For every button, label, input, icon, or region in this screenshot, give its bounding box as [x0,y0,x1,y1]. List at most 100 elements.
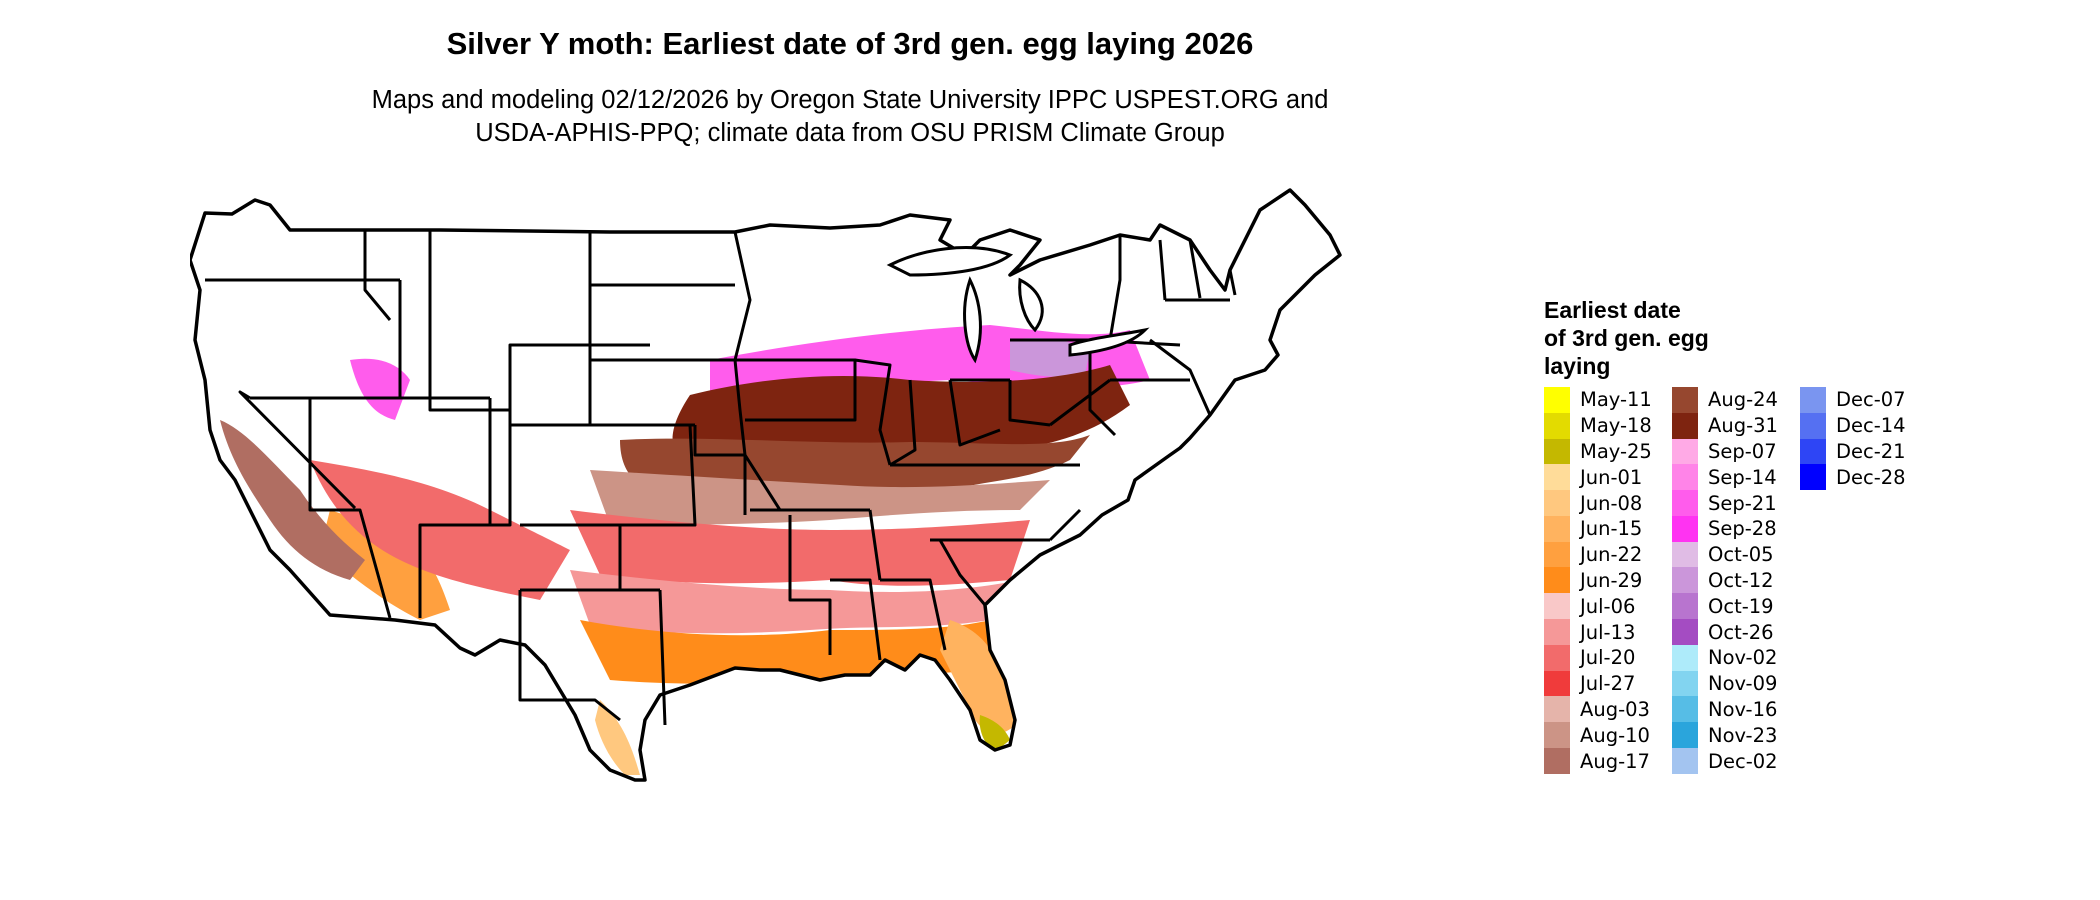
legend-swatch [1672,567,1698,594]
legend-label: Aug-17 [1580,749,1650,773]
legend-swatch [1672,670,1698,697]
legend-item: Aug-03 [1544,696,1652,723]
legend-item: Jul-27 [1544,670,1652,697]
legend-item: Oct-05 [1672,541,1778,568]
legend-swatch [1544,619,1570,646]
legend-title-line-1: Earliest date [1544,297,1681,323]
legend-label: Dec-14 [1836,414,1906,438]
legend-swatch [1672,722,1698,749]
legend-label: Sep-14 [1708,465,1777,489]
band-jul-light [570,570,1020,634]
legend-swatch [1672,541,1698,568]
legend-item: May-25 [1544,438,1652,465]
subtitle-line-2: USDA-APHIS-PPQ; climate data from OSU PR… [475,119,1225,147]
band-jul-gulf [570,510,1030,586]
legend-item: May-18 [1544,412,1652,439]
lake-huron [1018,277,1044,333]
legend-swatch [1672,412,1698,439]
state-borders [205,230,1237,726]
legend-item: Dec-28 [1800,464,1906,491]
legend-item: Jun-01 [1544,464,1652,491]
legend-label: Jun-29 [1580,568,1643,592]
legend-label: May-25 [1580,439,1652,463]
legend-title-line-3: laying [1544,353,1611,379]
legend-item: Sep-28 [1672,515,1778,542]
legend-swatch [1544,696,1570,723]
legend-label: Dec-07 [1836,388,1906,412]
legend-item: Dec-21 [1800,438,1906,465]
band-jun-arizona [320,510,450,620]
legend-label: Aug-31 [1708,414,1778,438]
legend-item: Jul-20 [1544,644,1652,671]
legend-swatch [1544,515,1570,542]
legend-item: Dec-02 [1672,748,1778,775]
legend-item: Aug-10 [1544,722,1652,749]
legend-swatch [1672,515,1698,542]
legend-column-2: Aug-24 Aug-31 Sep-07 Sep-14 Sep-21 Sep-28 Oct-… [1672,386,1778,775]
legend-swatch [1544,386,1570,413]
legend-label: May-18 [1580,414,1652,438]
legend-swatch [1672,490,1698,517]
lake-superior [886,246,1014,277]
map-title: Silver Y moth: Earliest date of 3rd gen.… [446,26,1254,61]
legend-item: Dec-14 [1800,412,1906,439]
legend-label: Jul-20 [1580,646,1636,670]
legend-item: Aug-24 [1672,386,1778,413]
legend-swatch [1672,644,1698,671]
band-jun-florida [940,620,1015,734]
legend-label: Jun-01 [1580,465,1643,489]
legend-item: Dec-07 [1800,386,1906,413]
legend-item: Aug-17 [1544,748,1652,775]
legend-swatch [1672,438,1698,465]
legend-label: May-11 [1580,388,1652,412]
us-outline [190,188,1342,782]
us-map [190,188,1342,782]
legend-item: Nov-02 [1672,644,1778,671]
legend-column-3: Dec-07 Dec-14 Dec-21 Dec-28 [1800,386,1906,491]
band-sep-utah [350,358,410,420]
legend-item: Sep-07 [1672,438,1778,465]
band-aug-california [220,420,365,580]
legend-swatch [1672,748,1698,775]
legend-item: Jun-15 [1544,515,1652,542]
phenology-raster [190,190,1340,780]
legend-label: Dec-21 [1836,439,1906,463]
lake-michigan [963,276,982,364]
legend-column-1: May-11 May-18 May-25 Jun-01 Jun-08 Jun-15 Jun-… [1544,386,1652,775]
legend-swatch [1544,412,1570,439]
legend-swatch [1544,490,1570,517]
legend-item: Nov-09 [1672,670,1778,697]
legend-swatch [1672,386,1698,413]
legend-label: Nov-09 [1708,672,1778,696]
legend-label: Oct-26 [1708,620,1774,644]
legend-item: Aug-31 [1672,412,1778,439]
legend-item: Nov-16 [1672,696,1778,723]
legend-item: Sep-14 [1672,464,1778,491]
legend-label: Jun-15 [1580,517,1643,541]
legend-swatch [1544,593,1570,620]
legend-label: Jul-27 [1580,672,1636,696]
band-jul-southwest [310,460,570,600]
legend-item: Sep-21 [1672,490,1778,517]
legend-label: Oct-05 [1708,543,1774,567]
legend-label: Dec-28 [1836,465,1906,489]
legend-swatch [1544,438,1570,465]
lakes [886,246,1150,364]
legend-item: Jul-06 [1544,593,1652,620]
legend-swatch [1544,541,1570,568]
legend-label: Jun-22 [1580,543,1643,567]
legend-label: Jul-06 [1580,594,1636,618]
legend-item: Oct-12 [1672,567,1778,594]
legend-label: Sep-28 [1708,517,1777,541]
legend-swatch [1800,438,1826,465]
legend-item: Jul-13 [1544,619,1652,646]
legend-swatch [1672,696,1698,723]
legend-swatch [1672,593,1698,620]
legend-label: Oct-19 [1708,594,1774,618]
legend-item: May-11 [1544,386,1652,413]
legend-label: Dec-02 [1708,749,1778,773]
legend-label: Aug-24 [1708,388,1778,412]
legend-label: Nov-02 [1708,646,1778,670]
legend-swatch [1544,464,1570,491]
legend-swatch [1544,670,1570,697]
